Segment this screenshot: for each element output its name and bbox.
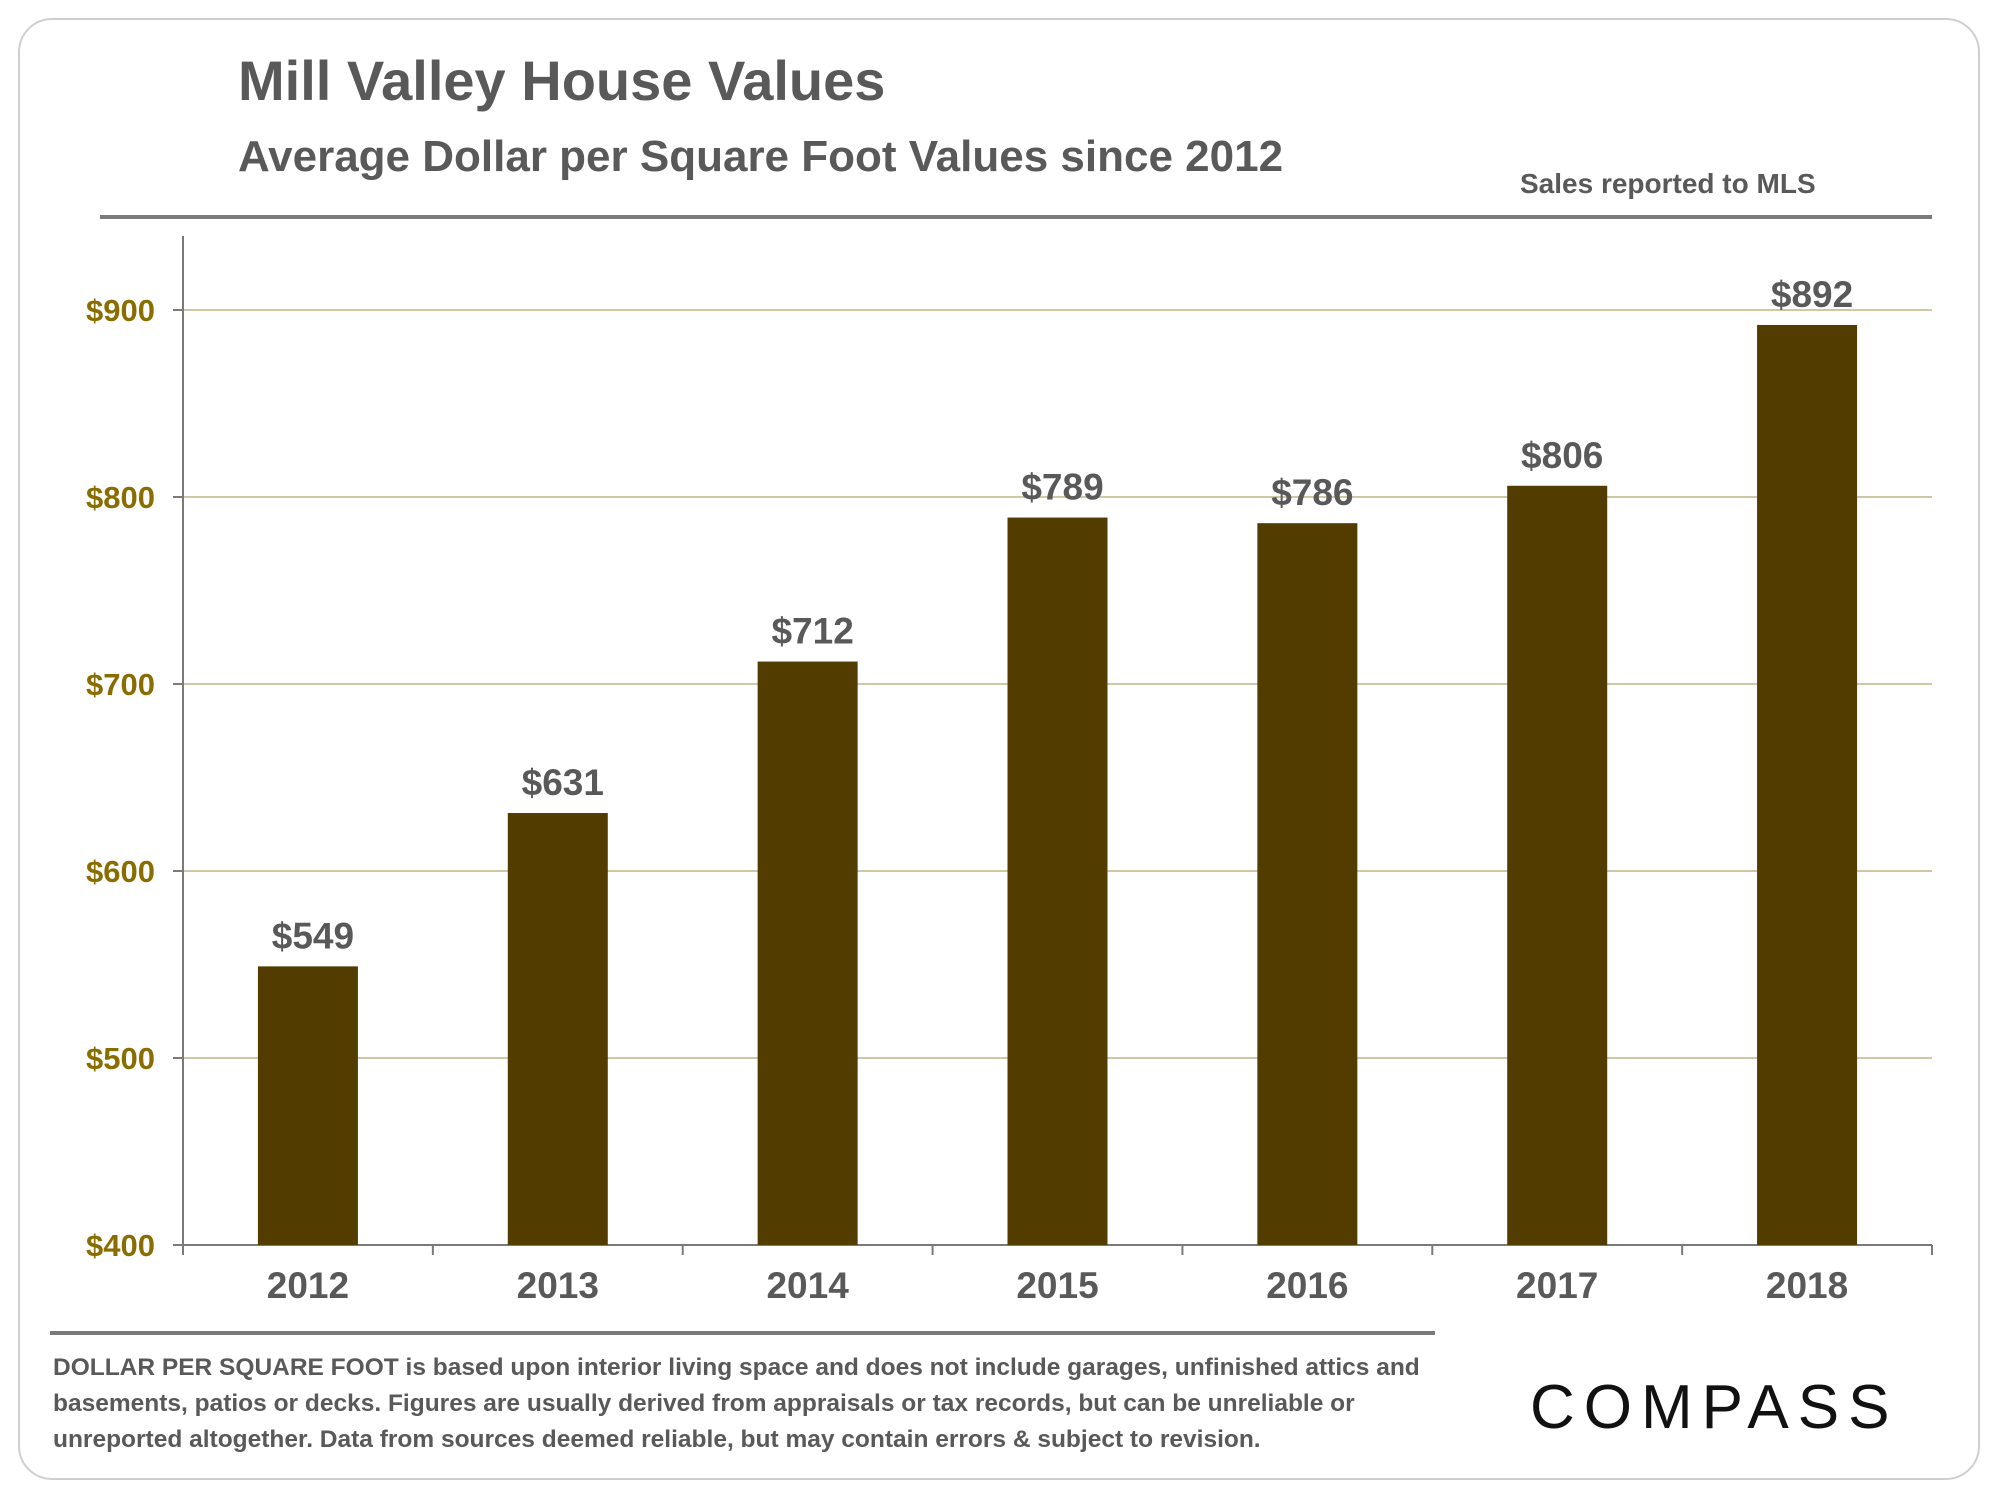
data-label: $789 <box>1021 467 1103 508</box>
data-label: $712 <box>771 611 853 652</box>
x-tick-label: 2013 <box>517 1265 599 1306</box>
x-tick-label: 2015 <box>1016 1265 1098 1306</box>
y-tick-label: $800 <box>86 480 155 515</box>
data-label: $892 <box>1771 274 1853 315</box>
x-tick-label: 2018 <box>1766 1265 1848 1306</box>
bar-2013 <box>507 813 608 1245</box>
data-label: $549 <box>272 915 354 956</box>
y-tick-label: $400 <box>86 1228 155 1263</box>
bar-2017 <box>1507 485 1608 1245</box>
bar-2015 <box>1007 517 1108 1245</box>
data-label: $631 <box>522 762 604 803</box>
header-divider <box>100 215 1932 219</box>
source-note: Sales reported to MLS <box>1520 168 1816 199</box>
bar-2012 <box>257 966 358 1245</box>
data-label: $786 <box>1271 472 1353 513</box>
footer-divider <box>50 1331 1435 1335</box>
bar-2016 <box>1257 523 1358 1245</box>
x-tick-label: 2016 <box>1266 1265 1348 1306</box>
x-tick-label: 2014 <box>766 1265 849 1306</box>
footnote: DOLLAR PER SQUARE FOOT is based upon int… <box>53 1354 1420 1453</box>
data-label: $806 <box>1521 435 1603 476</box>
chart-title: Mill Valley House Values <box>238 49 886 112</box>
bar-2014 <box>757 661 858 1245</box>
chart-subtitle: Average Dollar per Square Foot Values si… <box>238 132 1284 181</box>
compass-logo-text: COMPASS <box>1530 1373 1898 1442</box>
x-tick-label: 2012 <box>267 1265 349 1306</box>
compass-logo: COMPASS <box>1530 1373 1898 1442</box>
y-tick-label: $900 <box>86 293 155 328</box>
y-tick-label: $500 <box>86 1041 155 1076</box>
y-tick-label: $700 <box>86 667 155 702</box>
x-tick-label: 2017 <box>1516 1265 1598 1306</box>
y-tick-label: $600 <box>86 854 155 889</box>
bar-2018 <box>1757 324 1858 1246</box>
